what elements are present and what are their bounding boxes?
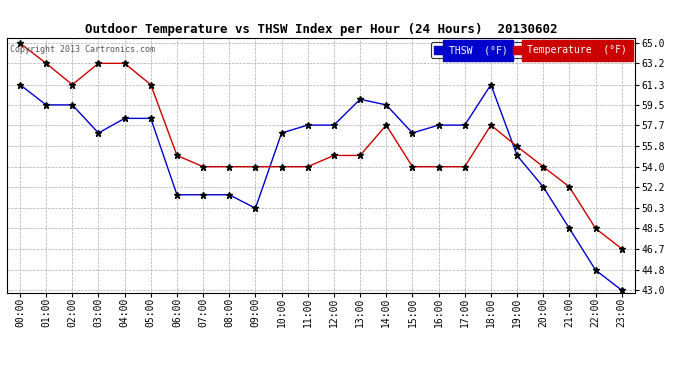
Legend: THSW  (°F), Temperature  (°F): THSW (°F), Temperature (°F) (431, 42, 630, 58)
Text: Copyright 2013 Cartronics.com: Copyright 2013 Cartronics.com (10, 45, 155, 54)
Title: Outdoor Temperature vs THSW Index per Hour (24 Hours)  20130602: Outdoor Temperature vs THSW Index per Ho… (85, 23, 557, 36)
